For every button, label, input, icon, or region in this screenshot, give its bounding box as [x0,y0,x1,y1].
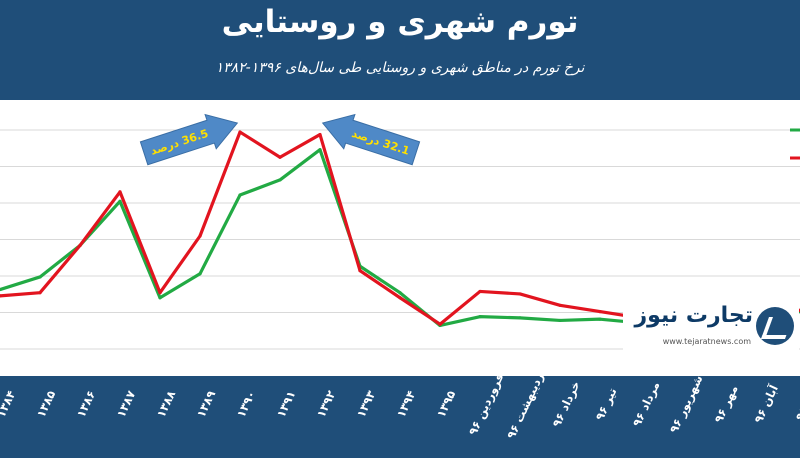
x-tick-label: ۱۳۹۲ [313,388,339,420]
x-tick-label: ۱۳۸۵ [33,388,59,420]
data-point-urban [38,275,42,279]
data-point-urban [318,148,322,152]
data-point-urban [118,199,122,203]
data-point-rural [398,296,402,300]
x-tick-label: خرداد ۹۶ [549,378,583,430]
x-tick-label: شهریور ۹۶ [666,372,706,436]
data-point-urban [278,178,282,182]
chart-title: تورم شهری و روستایی [221,4,579,40]
brand-name: تجارت نیوز [634,303,753,328]
x-tick-label: ۱۳۹۰ [233,388,259,420]
x-tick-label: اردیبهشت ۹۶ [503,367,549,441]
data-point-rural [598,310,602,314]
chart-svg: 36.5 درصد 32.1 درصد [0,113,800,350]
x-tick-label: آبان ۹۶ [751,382,781,426]
data-point-rural [38,291,42,295]
data-point-urban [398,291,402,295]
callout-arrow: 36.5 درصد [139,113,239,166]
x-axis-labels: ۱۳۸۴ ۱۳۸۵ ۱۳۸۶ ۱۳۸۷ ۱۳۸۸ ۱۳۸۹ ۱۳۹۰ ۱۳۹۱ ۱۳۹۲ ۱۳۹۳… [0,367,800,458]
brand-arrow-icon [756,307,794,345]
data-point-urban [478,315,482,319]
data-point-urban [0,287,2,292]
data-point-rural [478,289,482,294]
callout-arrow: 32.1 درصد [321,113,421,166]
data-point-rural [0,294,2,298]
x-tick-label: مرداد ۹۶ [629,379,663,429]
x-tick-label: آذر ۹۶ [792,385,800,423]
brand-url: www.tejaratnews.com [662,337,751,346]
x-tick-label: ۱۳۸۴ [0,388,19,420]
x-tick-label: مهر ۹۶ [711,382,741,426]
x-tick-label: ۱۳۸۷ [113,388,139,420]
x-tick-label: ۱۳۸۹ [193,388,219,420]
plot-area: 36.5 درصد 32.1 درصد تجارت نیوز www.tejara… [0,100,800,376]
data-point-urban [518,316,522,320]
data-point-rural [78,243,82,248]
x-tick-label: ۱۳۹۱ [273,388,299,420]
data-point-urban [158,296,162,300]
data-point-rural [238,130,242,134]
x-tick-label: ۱۳۹۴ [393,388,419,420]
x-tick-label: فروردین ۹۶ [465,370,507,438]
data-point-rural [158,291,162,295]
x-tick-label: ۱۳۸۶ [73,388,99,420]
data-point-rural [278,155,282,159]
x-tick-label: ۱۳۸۸ [153,388,179,420]
data-point-rural [318,132,322,137]
x-tick-label: ۱۳۹۳ [353,388,379,420]
x-tick-label: تیر ۹۶ [592,385,620,423]
data-point-rural [198,234,202,238]
data-point-urban [558,318,562,323]
data-point-rural [118,190,122,194]
data-point-urban [198,272,202,276]
chart-subtitle: نرخ تورم در مناطق شهری و روستایی طی سال‌… [215,60,585,76]
brand-logo: تجارت نیوز www.tejaratnews.com [623,295,799,359]
data-point-rural [358,269,362,273]
data-point-rural [518,292,522,296]
data-point-rural [438,322,442,326]
data-point-rural [558,303,562,307]
data-point-urban [598,317,602,321]
x-tick-label: ۱۳۹۵ [433,388,459,420]
data-point-urban [238,193,242,197]
